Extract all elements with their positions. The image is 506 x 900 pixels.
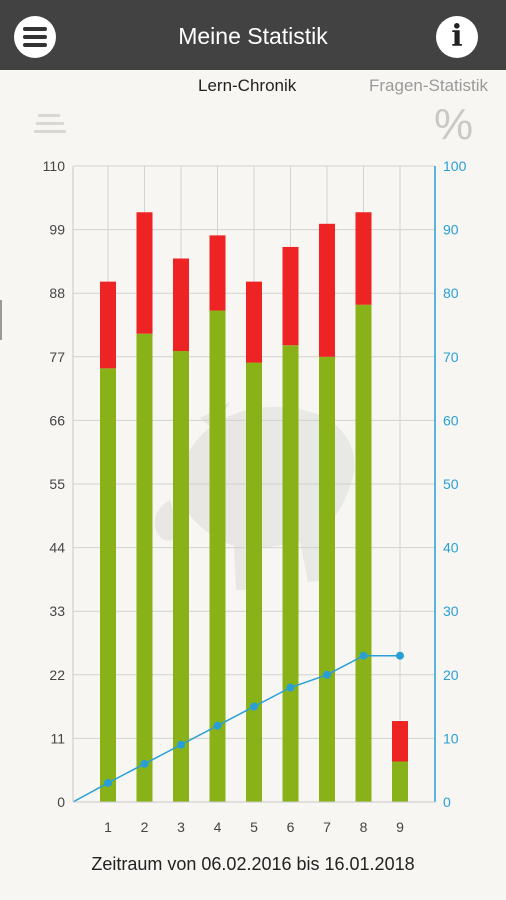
right-axis-tick-label: 30 (443, 603, 459, 619)
right-axis-tick-label: 0 (443, 794, 451, 810)
bar-segment-green (136, 333, 153, 802)
bar-segment-green (173, 351, 189, 802)
tab-fragen-statistik[interactable]: Fragen-Statistik (369, 76, 489, 95)
line-point (140, 759, 149, 768)
left-axis-tick-label: 44 (49, 540, 65, 556)
bar-segment-red (136, 212, 153, 334)
bar-segment-red (246, 281, 262, 363)
left-axis-tick-label: 66 (49, 412, 65, 428)
left-axis-tick-label: 22 (49, 667, 65, 683)
bar-segment-green (392, 761, 408, 802)
x-axis-tick-label: 4 (214, 819, 222, 835)
bar-segment-red (355, 212, 372, 305)
left-axis-tick-label: 77 (49, 349, 65, 365)
x-axis-tick-label: 3 (177, 819, 185, 835)
bar-segment-red (173, 258, 189, 352)
line-point (396, 651, 404, 660)
left-axis-tick-label: 110 (43, 158, 66, 174)
bar-segment-green (209, 310, 226, 802)
app-bar: Meine Statistik i (0, 0, 506, 70)
x-axis-tick-label: 6 (287, 819, 295, 835)
bar-segment-green (100, 368, 116, 802)
bar-segment-green (319, 356, 335, 802)
percent-icon[interactable]: % (434, 100, 474, 149)
right-axis-tick-label: 80 (443, 285, 459, 301)
tab-lern-chronik[interactable]: Lern-Chronik (198, 76, 297, 95)
bar-segment-green (246, 362, 262, 802)
line-point (323, 670, 331, 679)
hamburger-menu-icon[interactable] (14, 16, 56, 58)
right-axis-tick-label: 40 (443, 540, 459, 556)
x-axis-tick-label: 5 (250, 819, 258, 835)
line-point (250, 702, 258, 711)
right-axis-tick-label: 100 (443, 158, 467, 174)
right-axis-tick-label: 90 (443, 222, 459, 238)
statistics-chart: 0112233445566778899110010203040506070809… (43, 158, 467, 835)
left-axis-tick-label: 88 (49, 285, 65, 301)
line-point (177, 740, 185, 749)
bar-segment-red (209, 235, 226, 311)
x-axis-tick-label: 7 (323, 819, 331, 835)
bar-segment-green (282, 345, 299, 802)
right-axis-tick-label: 60 (443, 412, 459, 428)
left-axis-tick-label: 55 (49, 476, 65, 492)
left-axis-tick-label: 0 (57, 794, 65, 810)
period-label: Zeitraum von 06.02.2016 bis 16.01.2018 (91, 854, 415, 874)
list-icon[interactable] (34, 112, 66, 138)
right-axis-tick-label: 50 (443, 476, 459, 492)
x-axis-tick-label: 2 (141, 819, 149, 835)
info-icon[interactable]: i (436, 16, 478, 58)
right-axis-tick-label: 10 (443, 730, 459, 746)
right-axis-tick-label: 20 (443, 667, 459, 683)
x-axis-tick-label: 9 (396, 819, 404, 835)
x-axis-tick-label: 8 (360, 819, 368, 835)
bar-segment-red (392, 721, 408, 762)
bar-segment-green (355, 304, 372, 802)
line-point (286, 683, 295, 692)
right-axis-tick-label: 70 (443, 349, 459, 365)
line-point (359, 651, 368, 660)
line-point (213, 721, 222, 730)
x-axis-tick-label: 1 (104, 819, 112, 835)
left-axis-tick-label: 11 (50, 730, 65, 746)
scroll-edge-indicator (0, 300, 2, 340)
bar-segment-red (319, 223, 335, 357)
line-point (104, 778, 112, 787)
left-axis-tick-label: 33 (49, 603, 65, 619)
bar-segment-red (100, 281, 116, 369)
line-series (72, 654, 400, 803)
bar-segment-red (282, 246, 299, 346)
left-axis-tick-label: 99 (49, 222, 65, 238)
page-title: Meine Statistik (178, 23, 328, 49)
